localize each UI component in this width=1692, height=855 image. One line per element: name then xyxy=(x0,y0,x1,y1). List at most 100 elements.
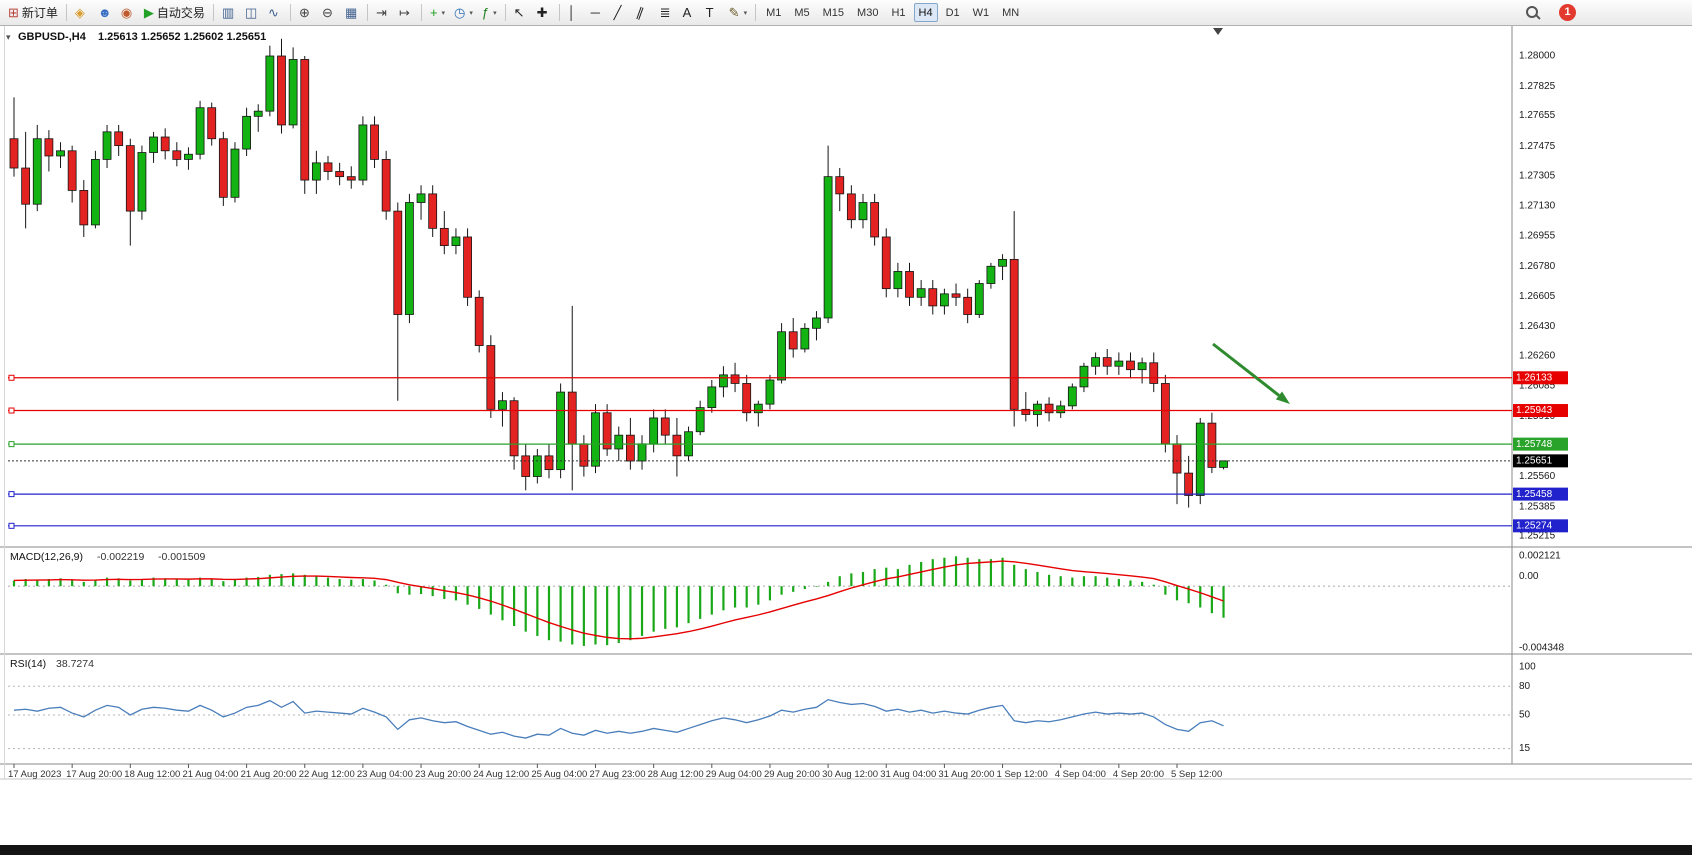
candle xyxy=(509,397,519,470)
price-axis-label: 1.26260 xyxy=(1519,351,1556,362)
time-axis-label: 30 Aug 12:00 xyxy=(822,769,878,780)
chart-shift-icon: ↦ xyxy=(398,5,410,20)
candle-body-bull xyxy=(253,110,263,117)
candle xyxy=(893,262,903,298)
zoom-out-icon: ⊖ xyxy=(321,5,333,20)
community-button[interactable]: ☻ xyxy=(94,2,116,23)
notification-badge[interactable]: 1 xyxy=(1559,4,1576,21)
arrow-object[interactable] xyxy=(1212,342,1280,397)
chevron-down-icon[interactable]: ▾ xyxy=(6,32,11,42)
cursor-button[interactable]: ↖ xyxy=(510,2,532,23)
candle-body-bear xyxy=(881,236,891,290)
arrow-object-head[interactable] xyxy=(1275,391,1290,404)
candle-body-bear xyxy=(660,417,670,436)
candle-body-bull xyxy=(137,152,147,212)
candle xyxy=(125,138,135,246)
candle-body-bear xyxy=(381,159,391,212)
line-handle[interactable] xyxy=(8,407,15,414)
timeframe-button-m1[interactable]: M1 xyxy=(761,3,786,22)
candle xyxy=(858,193,868,229)
timeframe-button-w1[interactable]: W1 xyxy=(968,3,995,22)
time-scale[interactable] xyxy=(0,764,1692,779)
candle-body-bear xyxy=(1184,472,1194,496)
bar-chart-button[interactable]: ▥ xyxy=(218,2,240,23)
timeframe-button-m5[interactable]: M5 xyxy=(789,3,814,22)
indicators-button[interactable]: ƒ ▾ xyxy=(478,2,501,23)
timeframe-button-h4[interactable]: H4 xyxy=(913,3,938,22)
text-label-icon: T xyxy=(705,5,714,20)
line-chart-button[interactable]: ∿ xyxy=(264,2,286,23)
candle xyxy=(940,288,949,315)
fibonacci-button[interactable]: ≣ xyxy=(656,2,678,23)
crosshair-icon: ✚ xyxy=(536,5,548,20)
market-watch-button[interactable]: ◈ xyxy=(71,2,93,23)
periods-button[interactable]: ◷ ▾ xyxy=(450,2,477,23)
timeframe-button-mn[interactable]: MN xyxy=(997,3,1024,22)
vertical-line-button[interactable]: │ xyxy=(564,2,586,23)
candle-body-bear xyxy=(21,167,31,205)
line-handle[interactable] xyxy=(8,441,15,448)
candle-body-bull xyxy=(823,176,833,319)
new-chart-button[interactable]: + ▾ xyxy=(426,2,449,23)
line-handle[interactable] xyxy=(8,374,15,381)
zoom-out-button[interactable]: ⊖ xyxy=(318,2,340,23)
channel-button[interactable]: ∥ xyxy=(633,2,655,23)
horizontal-line-button[interactable]: ─ xyxy=(587,2,609,23)
time-axis-label: 17 Aug 20:00 xyxy=(66,769,122,780)
price-axis-label: 1.27825 xyxy=(1519,81,1556,92)
candle-body-bear xyxy=(474,296,484,346)
candle-body-bull xyxy=(858,202,868,221)
timeframe-button-h1[interactable]: H1 xyxy=(886,3,910,22)
candle-body-bear xyxy=(788,331,798,350)
candle-body-bull xyxy=(1137,362,1147,371)
search-button[interactable] xyxy=(1521,2,1543,23)
macd-label: MACD(12,26,9) xyxy=(10,551,83,563)
line-handle[interactable] xyxy=(8,491,15,498)
candle-body-bull xyxy=(1079,365,1089,388)
autotrading-button[interactable]: ▶ 自动交易 xyxy=(140,2,209,23)
price-axis-label: 1.25560 xyxy=(1519,471,1556,482)
new-order-button[interactable]: ⊞ 新订单 xyxy=(4,2,62,23)
candle xyxy=(102,124,112,169)
tile-windows-button[interactable]: ▦ xyxy=(341,2,363,23)
candle xyxy=(660,409,670,444)
toolbar-separator xyxy=(366,4,368,21)
chart-shift-marker[interactable] xyxy=(1213,28,1223,35)
candle xyxy=(521,443,531,491)
candle xyxy=(172,142,182,167)
timeframe-button-m30[interactable]: M30 xyxy=(852,3,883,22)
crosshair-button[interactable]: ✚ xyxy=(533,2,555,23)
time-axis-label: 23 Aug 20:00 xyxy=(415,769,471,780)
candle xyxy=(56,142,65,169)
objects-button[interactable]: ✎ ▾ xyxy=(725,2,751,23)
news-button[interactable]: ◉ xyxy=(117,2,139,23)
candle xyxy=(416,185,426,220)
candle xyxy=(1114,352,1124,375)
auto-scroll-button[interactable]: ⇥ xyxy=(372,2,394,23)
toolbar-separator xyxy=(755,4,757,21)
timeframe-button-d1[interactable]: D1 xyxy=(941,3,965,22)
timeframe-button-m15[interactable]: M15 xyxy=(818,3,849,22)
candle xyxy=(591,404,600,474)
candle xyxy=(32,124,42,212)
candle xyxy=(1056,400,1066,418)
trendline-button[interactable]: ╱ xyxy=(610,2,632,23)
candle-body-bear xyxy=(1021,408,1031,415)
line-handle[interactable] xyxy=(8,522,15,529)
candle-body-bull xyxy=(102,131,112,160)
chart-canvas[interactable]: 1.28000 1.27825 1.27655 1.27475 1.27305 1.271… xyxy=(0,26,1692,855)
macd-signal-line xyxy=(13,560,1224,640)
bottom-bar xyxy=(0,845,1692,855)
candle xyxy=(1184,455,1194,508)
candle-body-bear xyxy=(1126,360,1135,371)
price-scale[interactable] xyxy=(1513,26,1692,764)
candle xyxy=(451,228,461,255)
toolbar-separator xyxy=(504,4,506,21)
chart-shift-button[interactable]: ↦ xyxy=(395,2,417,23)
price-line-label-text: 1.25943 xyxy=(1516,405,1553,416)
time-axis-label: 24 Aug 12:00 xyxy=(473,769,529,780)
label-button[interactable]: T xyxy=(702,2,724,23)
text-button[interactable]: A xyxy=(679,2,701,23)
candlestick-chart-button[interactable]: ◫ xyxy=(241,2,263,23)
zoom-in-button[interactable]: ⊕ xyxy=(295,2,317,23)
